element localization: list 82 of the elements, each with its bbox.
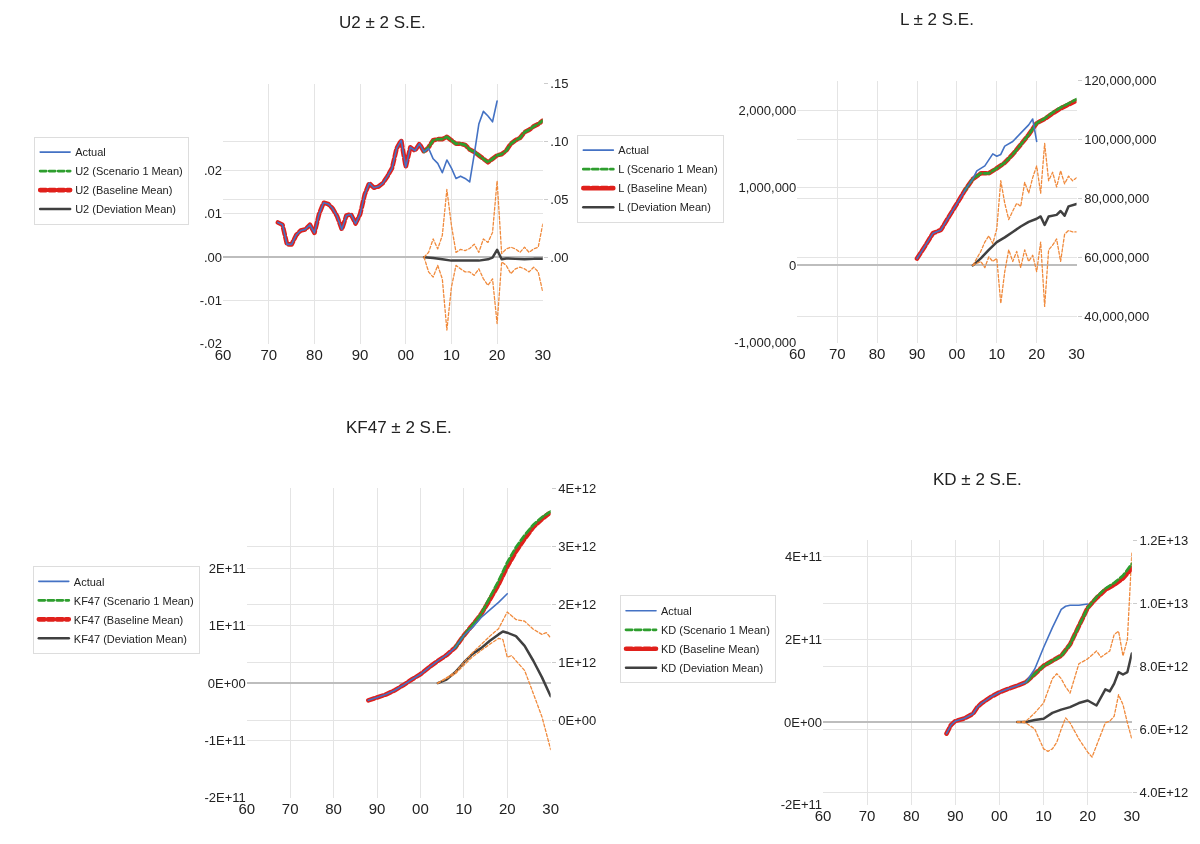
x-tick-label: 70 xyxy=(828,344,846,362)
y-tick-label: -1E+11 xyxy=(204,732,246,748)
x-tick-label: 90 xyxy=(908,344,926,362)
x-tick-label: 80 xyxy=(868,344,886,362)
y-tick-label: .01 xyxy=(204,206,223,222)
legend-label: Actual xyxy=(73,575,105,588)
legend-label: U2 (Scenario 1 Mean) xyxy=(75,165,183,178)
x-tick-label: 10 xyxy=(455,799,473,817)
y2-tick-label: 80,000,000 xyxy=(1084,191,1150,207)
legend-label: KF47 (Baseline Mean) xyxy=(73,613,184,626)
legend-label: KD (Baseline Mean) xyxy=(661,643,760,656)
x-tick-label: 00 xyxy=(397,345,415,363)
x-tick-label: 30 xyxy=(1123,806,1141,824)
x-tick-label: 70 xyxy=(281,799,299,817)
legend-label: L (Baseline Mean) xyxy=(618,182,708,195)
y2-tick-label: 1E+12 xyxy=(558,654,597,670)
y-tick-label: 1,000,000 xyxy=(738,180,797,196)
y2-tick-label: .10 xyxy=(550,134,569,149)
y2-tick-label: 120,000,000 xyxy=(1084,73,1157,89)
x-tick-label: 30 xyxy=(534,345,552,363)
legend-label: Actual xyxy=(661,605,692,618)
x-tick-label: 10 xyxy=(988,344,1006,362)
y2-tick-label: 40,000,000 xyxy=(1084,309,1150,325)
y-tick-label: 2E+11 xyxy=(784,631,822,647)
x-tick-label: 20 xyxy=(488,345,506,363)
x-tick-label: 00 xyxy=(991,806,1008,824)
y2-tick-label: .05 xyxy=(550,191,569,207)
x-tick-label: 60 xyxy=(814,806,832,824)
y-tick-label: .02 xyxy=(204,162,223,178)
y2-tick-label: 1.2E+13 xyxy=(1139,532,1189,548)
legend-label: Actual xyxy=(618,144,649,157)
y2-tick-label: 1.0E+13 xyxy=(1139,595,1189,611)
y2-tick-label: 4.0E+12 xyxy=(1139,785,1189,801)
chart-title: KD ± 2 S.E. xyxy=(933,470,1022,489)
y2-tick-label: 60,000,000 xyxy=(1084,250,1150,266)
x-tick-label: 90 xyxy=(351,345,369,363)
y-tick-label: 0 xyxy=(789,257,797,273)
legend-label: Actual xyxy=(75,146,106,159)
x-tick-label: 30 xyxy=(542,799,560,817)
chart-title: L ± 2 S.E. xyxy=(900,10,974,29)
x-tick-label: 70 xyxy=(260,345,278,363)
x-tick-label: 20 xyxy=(498,799,516,817)
x-tick-label: 30 xyxy=(1068,344,1085,362)
x-tick-label: 20 xyxy=(1079,806,1097,824)
y-tick-label: 2E+11 xyxy=(208,561,246,577)
y2-tick-label: 100,000,000 xyxy=(1084,132,1157,148)
y-tick-label: 0E+00 xyxy=(784,714,822,730)
y-tick-label: 4E+11 xyxy=(784,549,822,565)
y2-tick-label: 8.0E+12 xyxy=(1139,659,1189,675)
legend-label: L (Scenario 1 Mean) xyxy=(618,163,718,176)
y-tick-label: .00 xyxy=(204,249,223,265)
legend-label: KF47 (Scenario 1 Mean) xyxy=(73,594,194,607)
y-tick-label: 2,000,000 xyxy=(738,102,797,118)
x-tick-label: 90 xyxy=(946,806,964,824)
legend-label: U2 (Deviation Mean) xyxy=(75,203,177,216)
y2-tick-label: .15 xyxy=(550,76,569,92)
legend-label: L (Deviation Mean) xyxy=(618,201,711,214)
x-tick-label: 20 xyxy=(1028,344,1046,362)
x-tick-label: 90 xyxy=(368,799,386,817)
legend-label: U2 (Baseline Mean) xyxy=(75,184,173,197)
x-tick-label: 00 xyxy=(412,799,429,817)
x-tick-label: 70 xyxy=(858,806,876,824)
x-tick-label: 80 xyxy=(306,345,323,363)
y-tick-label: 0E+00 xyxy=(207,675,246,691)
y-tick-label: -.01 xyxy=(199,293,223,309)
y2-tick-label: 2E+12 xyxy=(558,596,597,612)
y2-tick-label: .00 xyxy=(550,249,569,265)
y2-tick-label: 6.0E+12 xyxy=(1139,722,1189,738)
x-tick-label: 80 xyxy=(325,799,342,817)
x-tick-label: 00 xyxy=(948,344,966,362)
x-tick-label: 10 xyxy=(1035,806,1052,824)
y2-tick-label: 0E+00 xyxy=(558,712,597,728)
legend-label: KD (Deviation Mean) xyxy=(661,662,764,675)
legend-label: KD (Scenario 1 Mean) xyxy=(661,624,770,637)
chart-title: KF47 ± 2 S.E. xyxy=(346,418,452,437)
x-tick-label: 80 xyxy=(902,806,920,824)
y2-tick-label: 3E+12 xyxy=(558,538,597,554)
x-tick-label: 10 xyxy=(443,345,460,363)
y-tick-label: 1E+11 xyxy=(208,618,246,634)
chart-title: U2 ± 2 S.E. xyxy=(339,13,426,32)
legend-label: KF47 (Deviation Mean) xyxy=(73,632,187,645)
y2-tick-label: 4E+12 xyxy=(558,480,597,496)
